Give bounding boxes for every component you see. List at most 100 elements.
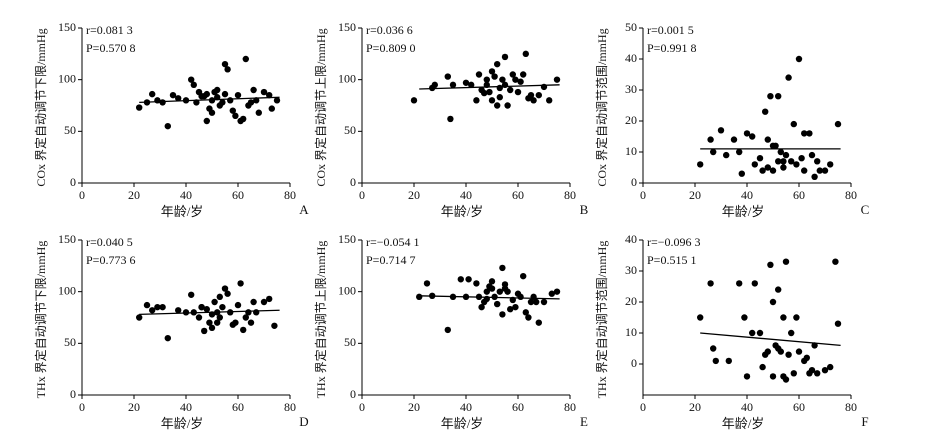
x-tick-label: 0 [640, 188, 646, 202]
point [245, 309, 252, 316]
y-axis-label: COx 界定自动调节上限/mmHg [313, 28, 328, 186]
point [483, 288, 490, 295]
point [736, 148, 743, 156]
panel-label: E [580, 414, 588, 429]
point [494, 102, 501, 109]
point [496, 94, 503, 101]
point [431, 81, 438, 89]
point [457, 276, 464, 283]
point [756, 329, 764, 337]
fit-line [419, 84, 560, 90]
point [214, 86, 221, 94]
point [491, 73, 498, 80]
point [483, 76, 490, 83]
point [509, 71, 516, 78]
x-tick-label: 0 [359, 188, 365, 202]
point [462, 79, 470, 86]
y-tick-label: 50 [344, 335, 356, 349]
point [803, 354, 810, 361]
point [827, 363, 834, 371]
point [782, 258, 790, 265]
point [154, 303, 161, 311]
point [514, 88, 522, 96]
x-tick-label: 80 [845, 188, 857, 202]
point [793, 161, 800, 168]
point [764, 136, 771, 143]
x-tick-label: 20 [408, 188, 420, 202]
point [764, 164, 771, 171]
x-tick-label: 0 [79, 400, 85, 414]
point [250, 86, 257, 94]
y-tick-label: 50 [64, 335, 76, 349]
point [540, 298, 548, 306]
point [749, 329, 756, 337]
stat-annotation: P=0.809 0 [366, 41, 415, 55]
point [190, 81, 197, 89]
x-tick-label: 0 [359, 400, 365, 414]
point [525, 314, 532, 321]
point [520, 272, 527, 280]
y-tick-label: 0 [70, 387, 76, 401]
point [268, 105, 275, 112]
point [423, 280, 431, 287]
x-axis-label: 年龄/岁 [722, 416, 765, 431]
point [767, 93, 774, 100]
x-tick-label: 40 [741, 188, 753, 202]
point [504, 102, 511, 109]
point [198, 93, 205, 100]
point [149, 307, 156, 314]
point [260, 298, 268, 306]
point [712, 357, 719, 365]
point [798, 155, 805, 162]
point [247, 319, 255, 326]
y-tick-label: 50 [344, 123, 356, 137]
point [795, 348, 803, 355]
point [785, 351, 792, 358]
x-tick-label: 80 [845, 400, 857, 414]
x-axis-label: 年龄/岁 [161, 204, 204, 219]
stat-annotation: r=−0.096 3 [647, 235, 701, 249]
point [242, 314, 249, 321]
y-tick-label: 40 [625, 232, 637, 246]
point [240, 326, 247, 334]
y-tick-label: 100 [58, 71, 76, 85]
point [697, 314, 704, 321]
point [759, 167, 766, 174]
point [232, 319, 239, 326]
point [234, 301, 242, 309]
point [481, 89, 488, 97]
x-tick-label: 60 [793, 188, 805, 202]
point [553, 76, 561, 83]
point [494, 60, 501, 68]
point [811, 173, 818, 180]
point [522, 309, 529, 316]
point [775, 286, 782, 293]
point [801, 167, 808, 174]
point [759, 363, 766, 371]
point [219, 303, 226, 311]
point [795, 55, 803, 63]
panel-label: A [299, 202, 309, 217]
point [533, 298, 540, 306]
x-axis-label: 年龄/岁 [441, 204, 484, 219]
point [707, 136, 714, 143]
point [250, 298, 257, 306]
point [775, 345, 782, 352]
point [273, 97, 281, 104]
y-tick-label: 0 [70, 175, 76, 189]
point [782, 376, 790, 383]
point [785, 74, 792, 81]
point [447, 115, 454, 123]
point [475, 71, 483, 78]
stat-annotation: r=−0.054 1 [366, 235, 420, 249]
x-tick-label: 20 [128, 400, 140, 414]
point [520, 71, 527, 78]
point [780, 164, 787, 171]
point [767, 261, 774, 268]
point [201, 327, 208, 335]
point [808, 151, 816, 159]
point [710, 148, 717, 156]
x-tick-label: 60 [793, 400, 805, 414]
x-tick-label: 20 [128, 188, 140, 202]
